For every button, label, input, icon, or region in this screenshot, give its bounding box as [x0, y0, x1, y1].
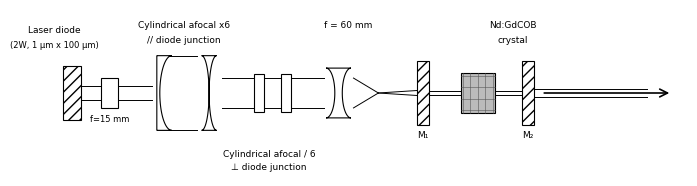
Text: Laser diode: Laser diode [29, 26, 81, 35]
Bar [461, 73, 496, 113]
Bar [282, 74, 291, 112]
Text: M₁: M₁ [418, 131, 429, 140]
Polygon shape [326, 68, 351, 118]
Bar [417, 61, 429, 125]
Bar [521, 61, 534, 125]
Text: M₂: M₂ [522, 131, 533, 140]
Bar [254, 74, 264, 112]
Text: // diode junction: // diode junction [147, 36, 221, 45]
Text: ⊥ diode junction: ⊥ diode junction [231, 163, 307, 172]
Text: Nd:GdCOB: Nd:GdCOB [489, 21, 537, 30]
Text: Cylindrical afocal / 6: Cylindrical afocal / 6 [222, 150, 315, 159]
Text: (2W, 1 μm x 100 μm): (2W, 1 μm x 100 μm) [10, 41, 99, 50]
Text: crystal: crystal [498, 36, 528, 45]
Polygon shape [157, 56, 171, 130]
Polygon shape [201, 56, 217, 130]
Text: f=15 mm: f=15 mm [90, 115, 129, 124]
Text: Cylindrical afocal x6: Cylindrical afocal x6 [138, 21, 230, 30]
Bar [63, 66, 81, 120]
Text: f = 60 mm: f = 60 mm [324, 21, 373, 30]
Bar [101, 78, 118, 108]
